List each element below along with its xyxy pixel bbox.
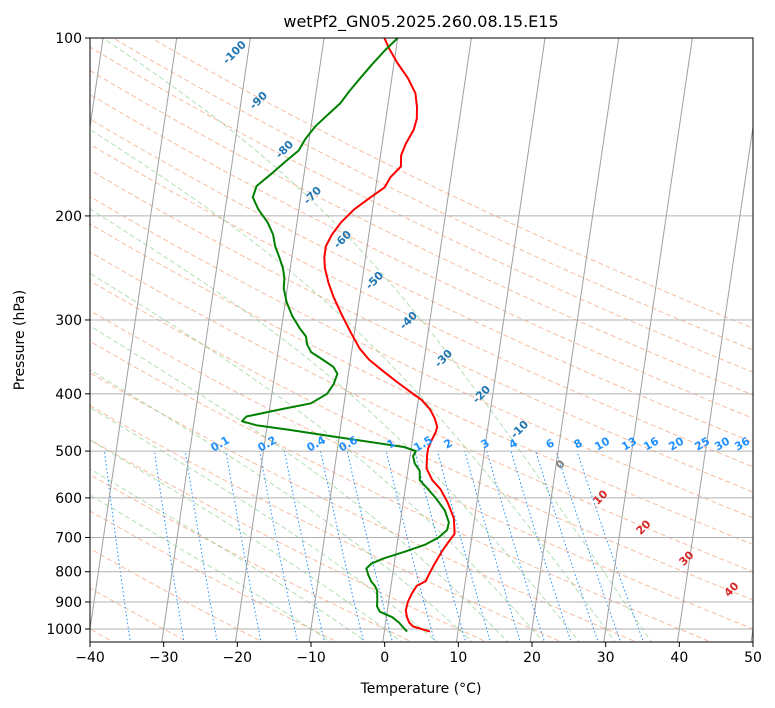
mixing-ratio-line xyxy=(535,450,599,642)
mixing-ratio-line xyxy=(154,451,185,642)
x-tick-label: 10 xyxy=(449,650,467,666)
x-axis-label: Temperature (°C) xyxy=(360,681,482,697)
y-tick-label: 900 xyxy=(55,595,82,611)
moist-adiabat-line xyxy=(90,208,580,642)
mixing-ratio-line xyxy=(464,450,521,642)
isotherm-line xyxy=(161,38,251,642)
x-tick-label: −10 xyxy=(296,650,326,666)
mixing-ratio-line xyxy=(320,450,365,642)
y-tick-label: 400 xyxy=(55,387,82,403)
y-tick-label: 500 xyxy=(55,444,82,460)
dry-adiabat-line xyxy=(90,223,753,546)
x-tick-label: 0 xyxy=(380,650,389,666)
y-tick-label: 200 xyxy=(55,209,82,225)
plot-area: -100-90-80-70-60-50-40-30-20-100.1 0.2 0.4… xyxy=(90,38,753,642)
isotherm-line xyxy=(529,38,620,642)
mixing-ratio-line xyxy=(510,450,572,642)
y-tick-label: 300 xyxy=(55,313,82,329)
isotherm-line xyxy=(234,38,325,642)
dry-adiabat-line xyxy=(90,196,753,519)
dry-adiabat-line xyxy=(112,38,753,351)
y-tick-label: 700 xyxy=(55,530,82,546)
y-axis: 100 200 300 400 500 600 700 800 900 1000 xyxy=(46,31,90,638)
x-axis: −40 −30 −20 −10 0 10 20 30 40 50 xyxy=(75,642,762,666)
chart-title: wetPf2_GN05.2025.260.08.15.E15 xyxy=(283,12,558,32)
mixing-ratio-line xyxy=(576,450,645,642)
sounding-series-1 xyxy=(241,38,450,633)
dry-adiabat-line xyxy=(90,169,753,493)
isotherm-line xyxy=(455,38,546,642)
mixing-ratio-line xyxy=(385,450,436,642)
x-tick-label: 30 xyxy=(597,650,615,666)
dry-adiabat-line xyxy=(90,405,563,642)
y-tick-label: 100 xyxy=(55,31,82,47)
isotherm-line xyxy=(382,38,472,642)
x-tick-label: 40 xyxy=(670,650,688,666)
plot-frame xyxy=(89,37,754,643)
y-axis-label: Pressure (hPa) xyxy=(12,290,28,390)
x-tick-label: 50 xyxy=(744,650,762,666)
x-tick-label: −40 xyxy=(75,650,105,666)
dry-adiabat-line xyxy=(90,251,753,573)
x-tick-label: −20 xyxy=(223,650,253,666)
moist-adiabat-line xyxy=(90,439,403,642)
mixing-ratio-line xyxy=(486,450,546,642)
x-tick-label: −30 xyxy=(149,650,179,666)
mixing-ratio-line xyxy=(283,451,325,642)
y-tick-label: 800 xyxy=(55,565,82,581)
mixing-ratio-line xyxy=(346,450,393,642)
pressure-gridlines xyxy=(90,38,753,630)
mixing-ratio-line xyxy=(436,450,492,642)
mixing-ratio-line xyxy=(555,450,622,642)
moist-adiabat-line xyxy=(90,369,474,642)
y-tick-label: 1000 xyxy=(46,622,82,638)
mixing-ratio-line xyxy=(184,451,218,642)
mixing-ratio-line xyxy=(259,451,299,642)
x-tick-label: 20 xyxy=(523,650,541,666)
dry-adiabat-line xyxy=(90,46,753,373)
y-tick-label: 600 xyxy=(55,491,82,507)
dry-adiabat-line xyxy=(150,38,753,329)
sounding-profiles xyxy=(241,38,456,633)
isotherm-line xyxy=(90,38,178,633)
isotherm-line xyxy=(308,38,399,642)
isotherm-line xyxy=(603,38,693,642)
sounding-series-0 xyxy=(323,38,456,633)
